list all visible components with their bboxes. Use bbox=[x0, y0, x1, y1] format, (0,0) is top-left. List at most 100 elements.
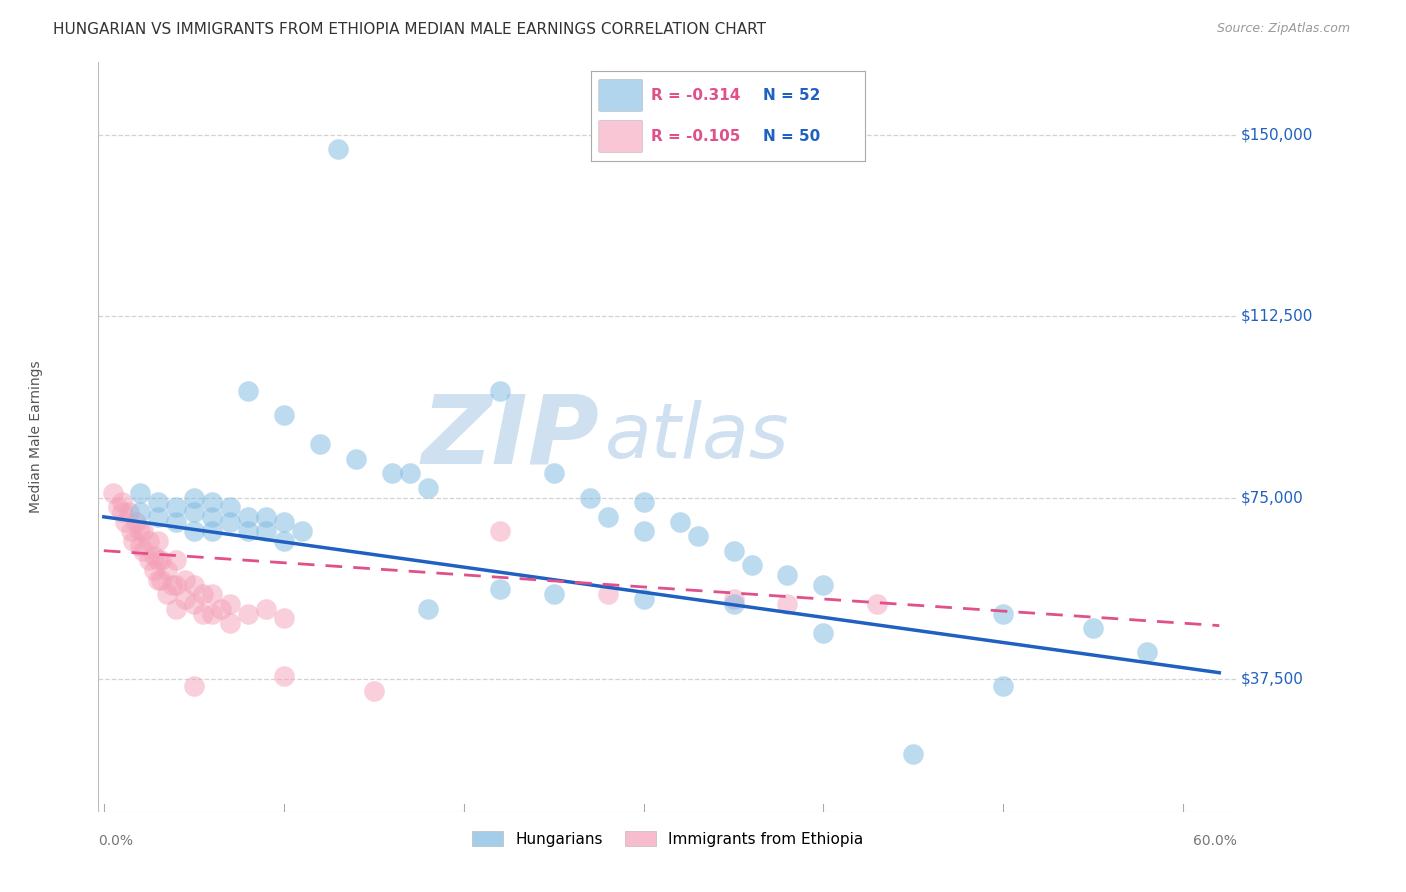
Point bbox=[273, 515, 295, 529]
Point bbox=[398, 467, 420, 481]
Text: $75,000: $75,000 bbox=[1241, 490, 1303, 505]
Point bbox=[125, 515, 148, 529]
Point bbox=[165, 601, 187, 615]
Text: $112,500: $112,500 bbox=[1241, 309, 1313, 324]
Point bbox=[596, 587, 619, 601]
Point bbox=[344, 451, 367, 466]
Point bbox=[201, 587, 224, 601]
Point bbox=[183, 524, 205, 539]
Point bbox=[363, 684, 385, 698]
Point bbox=[723, 543, 745, 558]
Text: R = -0.314: R = -0.314 bbox=[651, 88, 740, 103]
Point bbox=[218, 515, 240, 529]
Point bbox=[146, 534, 169, 549]
Point bbox=[165, 515, 187, 529]
Point bbox=[741, 558, 763, 573]
Point bbox=[218, 597, 240, 611]
Point bbox=[776, 567, 799, 582]
Point bbox=[273, 669, 295, 683]
Point bbox=[118, 505, 141, 519]
Point bbox=[156, 587, 179, 601]
Point bbox=[633, 495, 655, 509]
Text: N = 50: N = 50 bbox=[763, 129, 821, 144]
Point bbox=[201, 509, 224, 524]
Point bbox=[183, 491, 205, 505]
Point bbox=[633, 524, 655, 539]
Point bbox=[218, 616, 240, 631]
Point bbox=[236, 384, 259, 399]
Point bbox=[128, 539, 150, 553]
Point bbox=[254, 509, 277, 524]
Point bbox=[596, 509, 619, 524]
Point bbox=[114, 515, 136, 529]
Point bbox=[173, 592, 195, 607]
Point bbox=[543, 467, 565, 481]
Point bbox=[813, 577, 835, 591]
Text: HUNGARIAN VS IMMIGRANTS FROM ETHIOPIA MEDIAN MALE EARNINGS CORRELATION CHART: HUNGARIAN VS IMMIGRANTS FROM ETHIOPIA ME… bbox=[53, 22, 766, 37]
Point bbox=[668, 515, 690, 529]
Point bbox=[143, 563, 166, 577]
Point bbox=[146, 573, 169, 587]
Text: Median Male Earnings: Median Male Earnings bbox=[28, 360, 42, 514]
Point bbox=[236, 524, 259, 539]
Point bbox=[1136, 645, 1159, 659]
Text: N = 52: N = 52 bbox=[763, 88, 821, 103]
Point bbox=[173, 573, 195, 587]
Point bbox=[191, 587, 214, 601]
Point bbox=[291, 524, 314, 539]
Point bbox=[165, 577, 187, 591]
Point bbox=[183, 577, 205, 591]
Point bbox=[776, 597, 799, 611]
Text: Source: ZipAtlas.com: Source: ZipAtlas.com bbox=[1216, 22, 1350, 36]
Point bbox=[165, 500, 187, 515]
Point bbox=[138, 553, 160, 567]
Point bbox=[488, 582, 510, 597]
Point bbox=[146, 509, 169, 524]
Point bbox=[121, 534, 143, 549]
Point bbox=[146, 553, 169, 567]
Point bbox=[543, 587, 565, 601]
Point bbox=[723, 592, 745, 607]
Text: 0.0%: 0.0% bbox=[98, 834, 134, 848]
Point bbox=[183, 505, 205, 519]
Point bbox=[160, 577, 183, 591]
Point bbox=[993, 607, 1015, 621]
Point bbox=[903, 747, 925, 761]
Legend: Hungarians, Immigrants from Ethiopia: Hungarians, Immigrants from Ethiopia bbox=[467, 824, 869, 853]
Point bbox=[236, 607, 259, 621]
Point bbox=[686, 529, 709, 543]
Text: 60.0%: 60.0% bbox=[1194, 834, 1237, 848]
Point bbox=[218, 500, 240, 515]
Point bbox=[723, 597, 745, 611]
Text: ZIP: ZIP bbox=[422, 391, 599, 483]
Point bbox=[201, 495, 224, 509]
Point bbox=[191, 607, 214, 621]
Point bbox=[633, 592, 655, 607]
Point bbox=[416, 601, 439, 615]
FancyBboxPatch shape bbox=[599, 120, 643, 153]
Point bbox=[236, 509, 259, 524]
Point bbox=[183, 679, 205, 693]
Point bbox=[150, 553, 173, 567]
Point bbox=[183, 597, 205, 611]
Point bbox=[1083, 621, 1105, 635]
Point bbox=[273, 611, 295, 625]
Point bbox=[201, 524, 224, 539]
Point bbox=[107, 500, 129, 515]
Text: $150,000: $150,000 bbox=[1241, 128, 1313, 143]
Text: $37,500: $37,500 bbox=[1241, 672, 1303, 686]
Point bbox=[813, 625, 835, 640]
Point bbox=[156, 563, 179, 577]
Point bbox=[143, 549, 166, 563]
Point bbox=[132, 524, 155, 539]
Point bbox=[866, 597, 889, 611]
Point bbox=[993, 679, 1015, 693]
Point bbox=[254, 524, 277, 539]
Point bbox=[128, 485, 150, 500]
Point bbox=[308, 437, 330, 451]
Point bbox=[326, 143, 349, 157]
Text: R = -0.105: R = -0.105 bbox=[651, 129, 740, 144]
Point bbox=[273, 534, 295, 549]
Point bbox=[146, 495, 169, 509]
Point bbox=[111, 495, 134, 509]
